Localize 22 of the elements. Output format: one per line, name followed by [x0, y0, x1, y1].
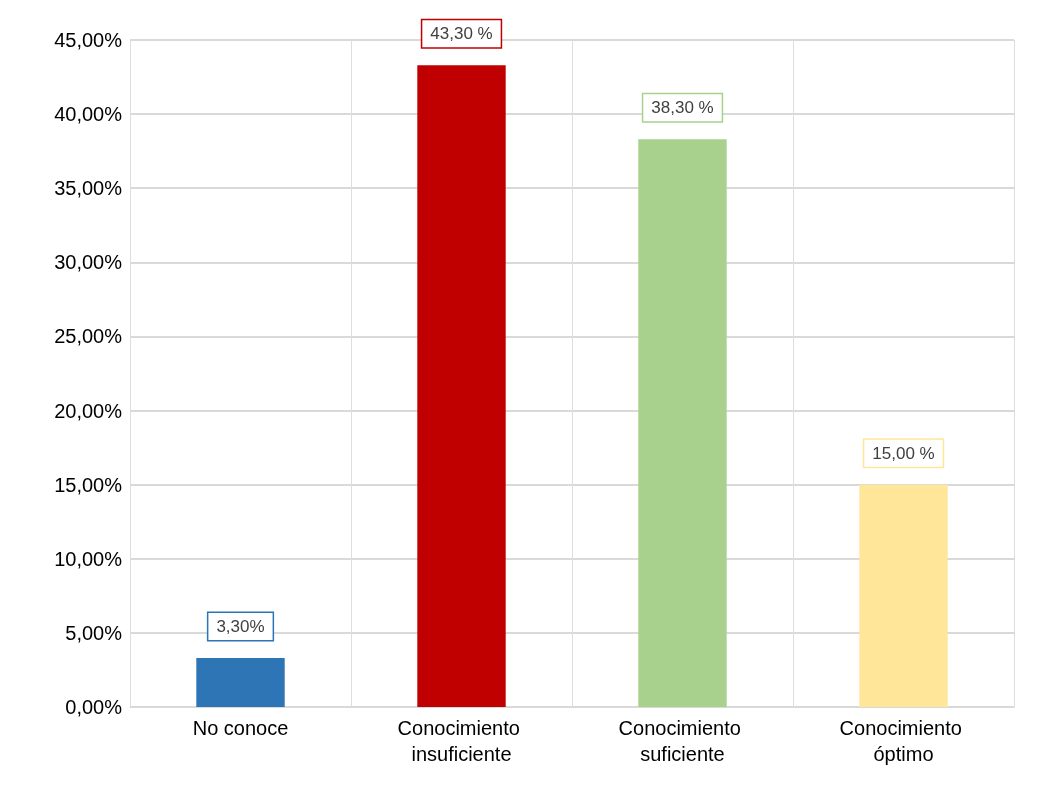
x-tick-label: Conocimiento óptimo: [839, 717, 968, 765]
data-label: 38,30 %: [651, 98, 714, 118]
y-tick-label: 5,00%: [65, 621, 123, 644]
y-tick-label: 25,00%: [54, 325, 123, 348]
y-tick-label: 30,00%: [54, 251, 123, 274]
data-label: 15,00 %: [872, 443, 935, 463]
y-tick-label: 15,00%: [54, 473, 123, 496]
data-label: 43,30 %: [430, 24, 493, 44]
x-tick-label: Conocimiento insuficiente: [397, 717, 526, 765]
bar: [638, 139, 727, 707]
x-tick-label: No conoce: [192, 717, 289, 739]
bar: [859, 484, 948, 707]
y-tick-label: 0,00%: [65, 696, 123, 718]
y-tick-label: 45,00%: [54, 29, 123, 51]
data-label: 3,30%: [216, 617, 265, 637]
y-tick-label: 40,00%: [54, 103, 123, 126]
x-tick-label: Conocimiento suficiente: [618, 717, 747, 765]
y-tick-label: 10,00%: [54, 547, 123, 570]
bar: [417, 65, 506, 707]
y-tick-label: 20,00%: [54, 399, 123, 422]
bar: [196, 658, 285, 707]
y-tick-label: 35,00%: [54, 177, 123, 200]
